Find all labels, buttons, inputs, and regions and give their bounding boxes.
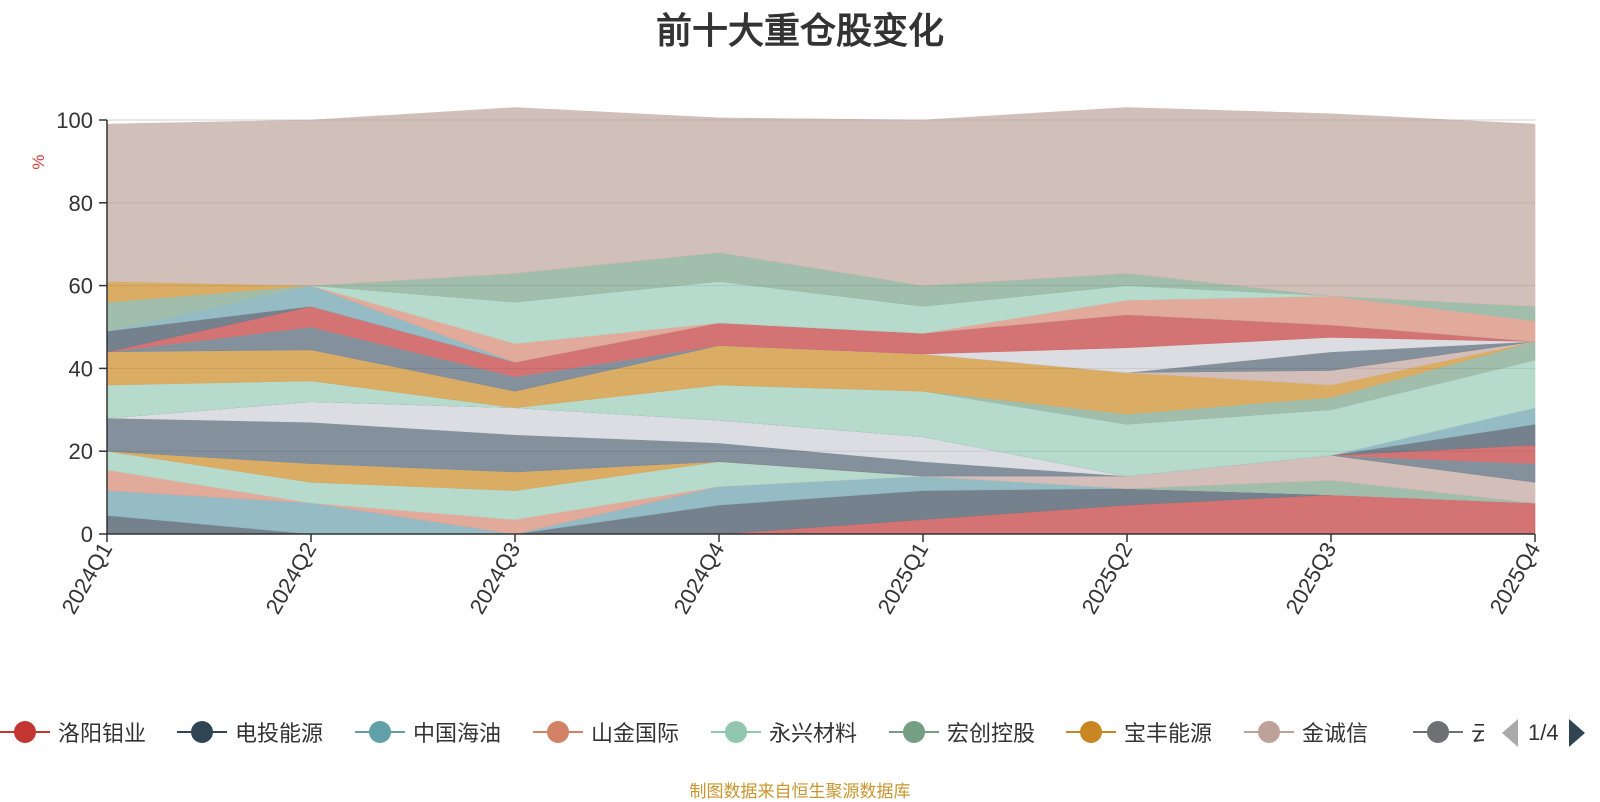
x-tick-label: 2024Q4: [669, 538, 730, 618]
x-tick-label: 2025Q2: [1077, 538, 1138, 618]
legend-marker-icon: [355, 721, 405, 743]
legend-marker-icon: [889, 721, 939, 743]
legend-marker-icon: [1066, 721, 1116, 743]
area-series[interactable]: [106, 107, 1536, 307]
legend-label: 电投能源: [235, 721, 324, 746]
legend: 洛阳钼业 电投能源 中国海油 山金国际 永兴材料 宏创控股 宝丰能源 金诚信 云铝: [0, 712, 1484, 752]
legend-label: 山金国际: [591, 721, 680, 746]
y-tick-label: 100: [56, 108, 93, 133]
legend-label: 洛阳钼业: [58, 721, 147, 746]
x-tick-label: 2024Q2: [261, 538, 322, 618]
chart-title: 前十大重仓股变化: [655, 10, 944, 51]
y-axis-label: %: [29, 154, 48, 169]
area-layer: [106, 107, 1536, 535]
legend-item[interactable]: 宝丰能源: [1066, 712, 1212, 752]
legend-next-arrow-icon[interactable]: [1567, 718, 1587, 748]
legend-prev-arrow-icon[interactable]: [1500, 718, 1520, 748]
legend-marker-icon: [0, 721, 50, 743]
legend-label: 中国海油: [413, 721, 502, 746]
x-tick-label: 2024Q3: [465, 538, 526, 618]
legend-pager: 1/4: [1500, 718, 1587, 748]
legend-item[interactable]: 洛阳钼业: [0, 712, 146, 752]
x-tick-label: 2025Q4: [1485, 538, 1546, 618]
y-tick-label: 20: [69, 439, 93, 464]
legend-label: 永兴材料: [769, 721, 858, 746]
legend-marker-icon: [711, 721, 761, 743]
legend-item[interactable]: 中国海油: [355, 712, 501, 752]
x-tick-label: 2024Q1: [57, 538, 118, 618]
legend-page-indicator: 1/4: [1528, 720, 1559, 745]
legend-label: 宏创控股: [947, 721, 1036, 746]
legend-label: 金诚信: [1302, 721, 1369, 746]
legend-marker-icon: [533, 721, 583, 743]
x-tick-label: 2025Q3: [1281, 538, 1342, 618]
legend-marker-icon: [177, 721, 227, 743]
legend-item[interactable]: 山金国际: [533, 712, 679, 752]
y-tick-label: 40: [69, 356, 93, 381]
x-tick-label: 2025Q1: [873, 538, 934, 618]
legend-item[interactable]: 云铝: [1413, 712, 1484, 752]
y-tick-label: 0: [81, 522, 93, 547]
legend-item[interactable]: 金诚信: [1244, 712, 1368, 752]
legend-marker-icon: [1413, 721, 1463, 743]
legend-label: 宝丰能源: [1124, 721, 1213, 746]
y-tick-label: 80: [69, 191, 93, 216]
data-source-note: 制图数据来自恒生聚源数据库: [689, 782, 911, 801]
legend-item[interactable]: 宏创控股: [889, 712, 1035, 752]
legend-label: 云铝: [1471, 721, 1484, 746]
y-tick-label: 60: [69, 274, 93, 299]
legend-item[interactable]: 电投能源: [177, 712, 323, 752]
legend-item[interactable]: 永兴材料: [711, 712, 857, 752]
legend-marker-icon: [1244, 721, 1294, 743]
